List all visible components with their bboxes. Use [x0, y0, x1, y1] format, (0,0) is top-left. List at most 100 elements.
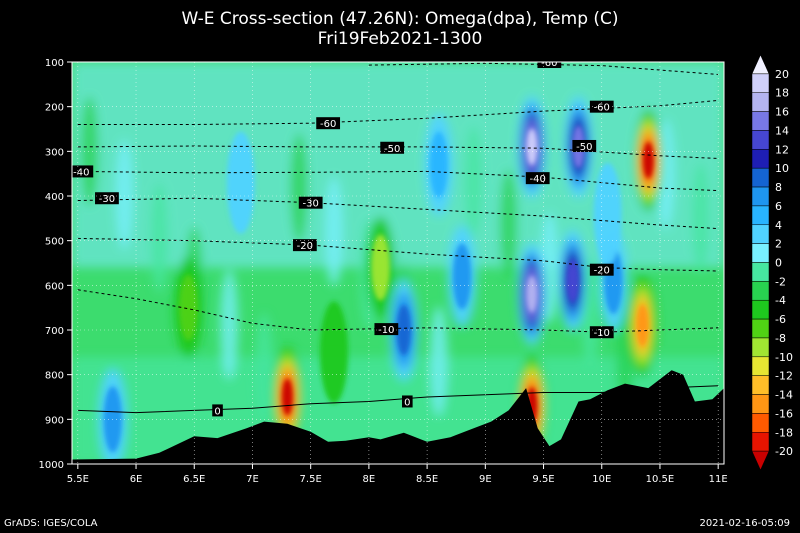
omega-feature	[226, 131, 255, 234]
y-tick-label: 900	[45, 415, 64, 426]
contour-label-bg	[589, 326, 614, 339]
field-stripe	[429, 306, 448, 417]
chart-title: W-E Cross-section (47.26N): Omega(dpa), …	[181, 9, 619, 29]
colorbar-bin	[751, 111, 770, 131]
y-tick-label: 800	[45, 371, 64, 382]
omega-feature	[282, 378, 293, 416]
colorbar-top-triangle	[751, 54, 770, 75]
contour-label-bg	[316, 117, 341, 130]
contour-label-bg	[374, 323, 399, 336]
contour-label: -10	[589, 326, 614, 339]
contour-label-bg	[95, 192, 119, 205]
contour-label: -60	[537, 58, 562, 69]
colorbar-label: -4	[775, 294, 786, 307]
field-stripe	[150, 182, 169, 293]
x-tick-label: 6E	[130, 474, 143, 485]
colorbar-bin	[751, 243, 770, 263]
colorbar-bin	[751, 375, 770, 395]
colorbar-bin	[751, 281, 770, 301]
x-tick-label: 6.5E	[183, 474, 205, 485]
contour-label: -40	[525, 172, 550, 185]
colorbar-label: -18	[775, 426, 793, 439]
colorbar-bin	[751, 130, 770, 150]
contour-label-bg	[525, 172, 550, 185]
colorbar-bin	[751, 337, 770, 358]
contour-label-text: -40	[73, 167, 89, 178]
colorbar-label: -14	[775, 389, 793, 402]
colorbar-label: 4	[775, 219, 782, 232]
field-stripe	[220, 269, 239, 380]
contour-label-text: -30	[303, 199, 319, 210]
y-tick-label: 300	[45, 147, 64, 158]
omega-feature	[396, 304, 411, 356]
colorbar-label: 0	[775, 257, 782, 270]
y-tick-label: 400	[45, 192, 64, 203]
omega-feature	[319, 301, 348, 404]
field-stripe	[499, 169, 518, 280]
omega-feature	[179, 274, 198, 341]
colorbar-bin	[751, 394, 770, 414]
colorbar-label: -6	[775, 313, 786, 326]
omega-feature	[452, 243, 472, 310]
x-tick-label: 8.5E	[416, 474, 438, 485]
field-stripe	[324, 176, 343, 287]
contour-label-text: -20	[297, 241, 313, 252]
x-tick-label: 7E	[246, 474, 259, 485]
contour-label: -20	[292, 239, 317, 252]
contour-label-text: -10	[378, 325, 394, 336]
field-upper-band	[72, 62, 724, 268]
colorbar-label: 12	[775, 143, 789, 156]
contour-label: -50	[380, 141, 405, 155]
colorbar-label: 14	[775, 124, 789, 137]
chart-subtitle: Fri19Feb2021-1300	[317, 29, 483, 49]
axes: 5.5E 6E 6.5E 7E 7.5E 8E 8.5E 9E 9.5E 10E 10.5E 11E 1…	[39, 58, 728, 485]
field-stripe	[290, 132, 309, 243]
contour-label-bg	[589, 263, 614, 276]
colorbar-label: -8	[775, 332, 786, 345]
contour-label-text: -10	[594, 328, 610, 339]
colorbar-bin	[751, 262, 770, 282]
colorbar-bin	[751, 186, 770, 207]
contour-label: -60	[316, 117, 341, 130]
y-tick-label: 500	[45, 237, 64, 248]
colorbar-bin	[751, 205, 770, 226]
colorbar-bin	[751, 299, 770, 320]
colorbar-bin	[751, 92, 770, 112]
plot-area: -60 -60 -50 -40 -30 -20 -10 0 -40 -30 -60 -50 -20 -10…	[72, 58, 724, 464]
colorbar-bin	[751, 318, 770, 339]
contour-label-bg	[380, 141, 405, 154]
x-tick-label: 11E	[709, 474, 728, 485]
field-stripe	[80, 96, 99, 207]
footer-source: GrADS: IGES/COLA	[4, 518, 98, 529]
contour-label: -30	[95, 192, 119, 205]
omega-feature	[636, 304, 649, 347]
colorbar-label: 2	[775, 238, 782, 251]
contour-label-text: -20	[594, 266, 610, 277]
x-tick-label: 8E	[363, 474, 376, 485]
x-tick-label: 9E	[479, 474, 492, 485]
contour-label: -10	[374, 323, 399, 336]
temperature-contour	[77, 237, 719, 272]
x-tick-label: 10E	[592, 474, 611, 485]
footer-date: 2021-02-16-05:09	[699, 518, 790, 529]
contour-label-bg	[572, 139, 597, 152]
contour-label-text: -60	[541, 58, 557, 69]
y-tick-label: 100	[45, 58, 64, 69]
omega-feature	[643, 141, 654, 179]
contour-label-text: -50	[576, 142, 592, 153]
contour-label-text: -60	[320, 119, 336, 130]
contour-label-bg	[72, 165, 94, 178]
colorbar-bin	[751, 167, 770, 188]
colorbar-label: 18	[775, 87, 789, 100]
contour-label-text: -50	[384, 144, 400, 155]
x-tick-label: 5.5E	[67, 474, 89, 485]
colorbar-label: -16	[775, 407, 793, 420]
omega-feature	[593, 162, 622, 265]
field-stripe	[464, 126, 483, 237]
omega-feature	[526, 128, 538, 166]
x-tick-label: 7.5E	[300, 474, 322, 485]
colorbar-bin	[751, 224, 770, 244]
contour-label-bg	[402, 395, 413, 408]
colorbar-label: -20	[775, 445, 793, 458]
